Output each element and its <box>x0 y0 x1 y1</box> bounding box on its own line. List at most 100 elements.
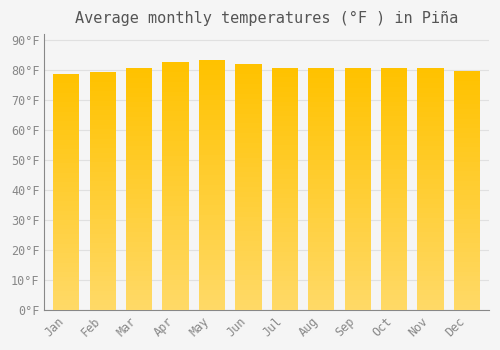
Bar <box>199 235 225 240</box>
Bar <box>308 286 334 290</box>
Bar <box>199 130 225 135</box>
Bar <box>236 261 262 266</box>
Bar <box>272 87 298 92</box>
Bar <box>90 167 116 172</box>
Bar <box>308 281 334 286</box>
Bar <box>90 201 116 205</box>
Bar <box>53 145 80 149</box>
Bar <box>308 300 334 305</box>
Bar <box>162 250 188 255</box>
Bar <box>418 160 444 165</box>
Bar <box>308 295 334 300</box>
Bar <box>272 106 298 111</box>
Bar <box>236 79 262 84</box>
Bar <box>162 86 188 92</box>
Bar <box>126 184 152 189</box>
Bar <box>236 187 262 192</box>
Bar <box>308 257 334 261</box>
Bar <box>308 92 334 97</box>
Bar <box>454 190 480 195</box>
Bar <box>126 107 152 112</box>
Bar <box>272 276 298 281</box>
Bar <box>418 180 444 184</box>
Bar <box>53 97 80 102</box>
Bar <box>90 91 116 96</box>
Bar <box>381 82 407 87</box>
Bar <box>236 163 262 168</box>
Bar <box>344 92 371 97</box>
Bar <box>53 225 80 230</box>
Bar <box>272 266 298 271</box>
Bar <box>308 141 334 146</box>
Bar <box>308 184 334 189</box>
Bar <box>308 276 334 281</box>
Bar <box>126 257 152 261</box>
Bar <box>454 147 480 152</box>
Bar <box>381 290 407 295</box>
Bar <box>53 258 80 262</box>
Bar <box>308 271 334 276</box>
Bar <box>418 281 444 286</box>
Bar <box>418 136 444 141</box>
Bar <box>53 239 80 244</box>
Bar <box>53 267 80 272</box>
Bar <box>454 238 480 243</box>
Bar <box>454 219 480 224</box>
Bar <box>90 162 116 167</box>
Bar <box>344 305 371 310</box>
Bar <box>418 290 444 295</box>
Bar <box>162 156 188 161</box>
Bar <box>454 186 480 190</box>
Bar <box>90 267 116 272</box>
Bar <box>454 133 480 138</box>
Bar <box>126 97 152 102</box>
Bar <box>53 262 80 267</box>
Bar <box>53 234 80 239</box>
Bar <box>53 149 80 154</box>
Bar <box>199 150 225 155</box>
Bar <box>236 158 262 163</box>
Bar <box>90 253 116 258</box>
Bar <box>90 120 116 125</box>
Bar <box>272 121 298 126</box>
Bar <box>454 229 480 233</box>
Bar <box>381 223 407 228</box>
Bar <box>162 216 188 220</box>
Bar <box>381 305 407 310</box>
Bar <box>344 237 371 242</box>
Bar <box>53 272 80 277</box>
Bar <box>454 143 480 147</box>
Bar <box>308 180 334 184</box>
Bar <box>90 182 116 186</box>
Bar <box>199 295 225 300</box>
Bar <box>236 104 262 108</box>
Bar <box>272 290 298 295</box>
Bar <box>454 214 480 219</box>
Bar <box>162 225 188 230</box>
Bar <box>162 121 188 126</box>
Bar <box>418 276 444 281</box>
Bar <box>199 245 225 250</box>
Bar <box>53 211 80 215</box>
Bar <box>162 220 188 225</box>
Bar <box>308 266 334 271</box>
Bar <box>236 148 262 153</box>
Bar <box>308 218 334 223</box>
Bar <box>90 276 116 281</box>
Bar <box>272 135 298 140</box>
Bar <box>344 276 371 281</box>
Bar <box>199 280 225 285</box>
Bar <box>308 78 334 83</box>
Bar <box>381 150 407 155</box>
Bar <box>126 155 152 160</box>
Bar <box>199 100 225 105</box>
Bar <box>272 68 298 72</box>
Bar <box>272 72 298 77</box>
Bar <box>199 175 225 180</box>
Bar <box>162 295 188 300</box>
Bar <box>199 95 225 100</box>
Bar <box>53 131 80 135</box>
Bar <box>236 295 262 300</box>
Bar <box>454 262 480 267</box>
Bar <box>454 224 480 229</box>
